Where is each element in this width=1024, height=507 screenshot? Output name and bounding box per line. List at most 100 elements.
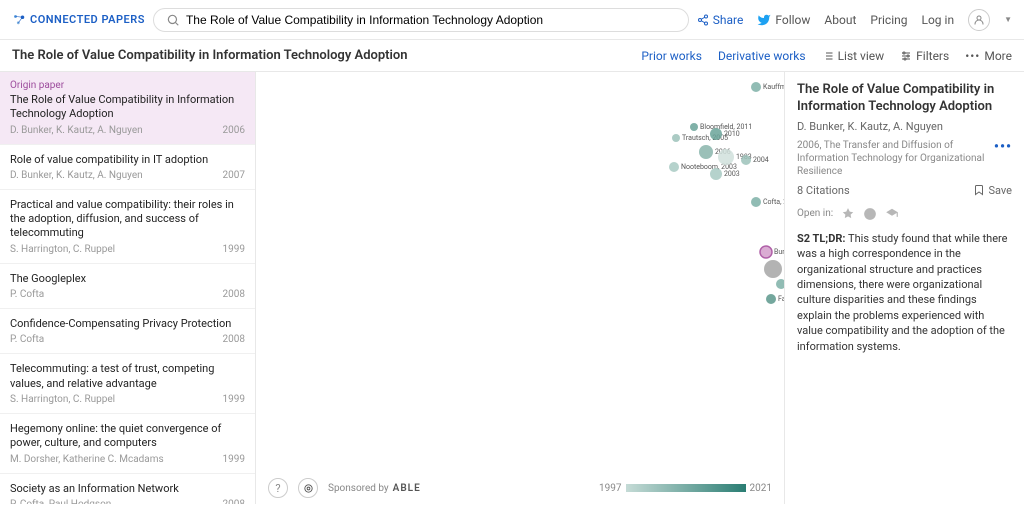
logo-text: CONNECTED PAPERS — [30, 13, 145, 26]
detail-tldr: S2 TL;DR: This study found that while th… — [797, 231, 1012, 354]
graph-node[interactable] — [766, 294, 776, 304]
graph-node[interactable] — [669, 162, 679, 172]
detail-more-button[interactable]: ••• — [994, 139, 1012, 155]
logo-icon — [12, 13, 26, 27]
graph-node[interactable] — [710, 128, 722, 140]
graph-node[interactable] — [751, 197, 761, 207]
google-scholar-icon[interactable] — [885, 207, 899, 221]
graph-node-label: Bunker, 2006 — [774, 248, 784, 256]
search-icon — [166, 13, 180, 27]
detail-source: 2006, The Transfer and Diffusion of Info… — [797, 139, 988, 178]
pricing-link[interactable]: Pricing — [870, 13, 907, 27]
paper-year: 2007 — [223, 170, 245, 181]
list-view-label: List view — [838, 49, 885, 63]
graph-node[interactable] — [690, 123, 698, 131]
paper-list-panel[interactable]: Origin paperThe Role of Value Compatibil… — [0, 72, 256, 504]
user-dropdown-caret[interactable]: ▼ — [1004, 15, 1012, 24]
list-view-button[interactable]: List view — [822, 49, 885, 63]
paper-title: Practical and value compatibility: their… — [10, 198, 245, 241]
graph-node-label: Farias, 2012 — [778, 295, 784, 303]
graph-node[interactable] — [710, 168, 722, 180]
paper-item[interactable]: Role of value compatibility in IT adopti… — [0, 145, 255, 190]
graph-node[interactable] — [672, 134, 680, 142]
follow-link[interactable]: Follow — [757, 13, 810, 27]
login-link[interactable]: Log in — [922, 13, 955, 27]
graph-node-label: Cofta, 2008 — [763, 198, 784, 206]
filters-button[interactable]: Filters — [900, 49, 949, 63]
origin-label: Origin paper — [10, 80, 245, 91]
graph-node-label: 2010 — [724, 130, 740, 138]
recenter-button[interactable] — [298, 478, 318, 498]
paper-title: Telecommuting: a test of trust, competin… — [10, 362, 245, 391]
share-label: Share — [713, 13, 744, 27]
graph-canvas[interactable]: Kauffman, 2009Bloomfield, 2011Trautsch, … — [256, 72, 784, 504]
timeline-legend: 1997 2021 — [599, 483, 772, 494]
paper-authors: M. Dorsher, Katherine C. Mcadams — [10, 454, 164, 465]
bookmark-icon — [973, 184, 985, 196]
graph-node[interactable] — [741, 155, 751, 165]
paper-item[interactable]: Hegemony online: the quiet convergence o… — [0, 414, 255, 474]
save-label: Save — [988, 184, 1012, 197]
paper-year: 1999 — [223, 394, 245, 405]
paper-item[interactable]: Confidence-Compensating Privacy Protecti… — [0, 309, 255, 354]
paper-item[interactable]: Telecommuting: a test of trust, competin… — [0, 354, 255, 414]
open-in-label: Open in: — [797, 208, 833, 219]
paper-title: Confidence-Compensating Privacy Protecti… — [10, 317, 245, 331]
paper-item[interactable]: The GoogleplexP. Cofta2008 — [0, 264, 255, 309]
graph-node-label: Kauffman, 2009 — [763, 83, 784, 91]
paper-year: 1999 — [223, 244, 245, 255]
graph-node[interactable] — [718, 149, 734, 165]
top-header: CONNECTED PAPERS Share Follow About Pric… — [0, 0, 1024, 40]
search-bar[interactable] — [153, 8, 689, 32]
prior-works-link[interactable]: Prior works — [641, 49, 702, 63]
user-icon — [973, 14, 985, 26]
share-link[interactable]: Share — [697, 13, 744, 27]
graph-node[interactable] — [764, 260, 782, 278]
more-label: More — [984, 49, 1012, 63]
open-in-row: Open in: — [797, 207, 1012, 221]
paper-authors: P. Cofta — [10, 289, 44, 300]
graph-node[interactable] — [699, 145, 713, 159]
subheader: The Role of Value Compatibility in Infor… — [0, 40, 1024, 72]
paper-year: 2008 — [223, 499, 245, 504]
list-icon — [822, 50, 834, 62]
paper-authors: S. Harrington, C. Ruppel — [10, 394, 115, 405]
citations-count[interactable]: 8 Citations — [797, 184, 850, 197]
search-input[interactable] — [186, 13, 676, 27]
paper-authors: P. Cofta — [10, 334, 44, 345]
graph-node-label: 2003 — [724, 170, 740, 178]
target-icon — [303, 483, 314, 494]
paper-authors: D. Bunker, K. Kautz, A. Nguyen — [10, 125, 143, 136]
timeline-start: 1997 — [599, 483, 621, 494]
paper-item[interactable]: Society as an Information Network P. Coft… — [0, 474, 255, 504]
share-icon — [697, 14, 709, 26]
graph-node[interactable] — [760, 246, 772, 258]
paper-title: The Googleplex — [10, 272, 245, 286]
help-button[interactable]: ? — [268, 478, 288, 498]
user-avatar[interactable] — [968, 9, 990, 31]
sponsor-name[interactable]: ABLE — [393, 483, 421, 494]
timeline-gradient — [626, 484, 746, 492]
graph-node[interactable] — [776, 279, 784, 289]
more-icon: ••• — [965, 49, 980, 63]
tldr-label: S2 TL;DR: — [797, 232, 846, 245]
graph-node[interactable] — [751, 82, 761, 92]
paper-item[interactable]: Origin paperThe Role of Value Compatibil… — [0, 72, 255, 145]
paper-title: Hegemony online: the quiet convergence o… — [10, 422, 245, 451]
paper-item[interactable]: Practical and value compatibility: their… — [0, 190, 255, 264]
save-button[interactable]: Save — [973, 184, 1012, 197]
twitter-icon — [757, 13, 771, 27]
semantic-scholar-icon[interactable] — [841, 207, 855, 221]
paper-authors: P. Cofta, Paul Hodgson — [10, 499, 111, 504]
more-button[interactable]: ••• More — [965, 49, 1012, 63]
tldr-text: This study found that while there was a … — [797, 232, 1008, 353]
about-link[interactable]: About — [824, 13, 856, 27]
paper-title: Society as an Information Network — [10, 482, 245, 496]
logo[interactable]: CONNECTED PAPERS — [12, 13, 145, 27]
paper-year: 2008 — [223, 334, 245, 345]
graph-panel[interactable]: Kauffman, 2009Bloomfield, 2011Trautsch, … — [256, 72, 784, 504]
derivative-works-link[interactable]: Derivative works — [718, 49, 806, 63]
filters-label: Filters — [916, 49, 949, 63]
doi-icon[interactable] — [863, 207, 877, 221]
page-title: The Role of Value Compatibility in Infor… — [12, 48, 625, 63]
